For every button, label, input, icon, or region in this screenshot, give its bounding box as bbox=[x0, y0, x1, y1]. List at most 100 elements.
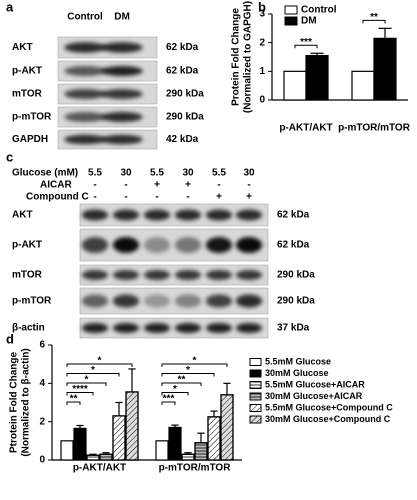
legend-swatch bbox=[249, 358, 262, 366]
hatch bbox=[194, 442, 208, 461]
blot-band bbox=[112, 237, 140, 253]
legend-label: 30mM Glucose bbox=[265, 368, 329, 378]
row-label: p-AKT bbox=[12, 66, 42, 77]
legend-label: 5.5mM Glucose+Compound C bbox=[265, 402, 393, 412]
hatch bbox=[181, 453, 195, 461]
blot-band bbox=[81, 294, 109, 308]
condition-value: 5.5 bbox=[88, 168, 102, 179]
legend-swatch bbox=[284, 16, 298, 26]
condition-value: - bbox=[217, 180, 220, 191]
condition-value: 30 bbox=[243, 168, 255, 179]
row-label: AKT bbox=[12, 210, 33, 221]
blot-band bbox=[101, 134, 143, 145]
blot-band bbox=[174, 270, 202, 280]
blot-band bbox=[174, 209, 202, 221]
bar bbox=[283, 70, 307, 101]
size-label: 290 kDa bbox=[277, 296, 315, 307]
blot-band bbox=[81, 323, 109, 333]
significance-label: ** bbox=[70, 394, 78, 405]
legend-label: 5.5mM Glucose bbox=[265, 356, 331, 366]
hatch bbox=[125, 391, 139, 461]
significance-bracket bbox=[362, 19, 386, 24]
blot-band bbox=[81, 209, 109, 221]
y-tick-label: 2 bbox=[39, 416, 45, 427]
hatch bbox=[99, 453, 113, 461]
blot-band bbox=[235, 209, 263, 221]
condition-label: Compound C bbox=[26, 192, 89, 203]
blot-band bbox=[143, 209, 171, 221]
blot-band bbox=[101, 89, 143, 99]
hatch bbox=[112, 415, 126, 461]
condition-label: Glucose (mM) bbox=[12, 168, 78, 179]
legend-label: Control bbox=[301, 5, 337, 16]
condition-value: + bbox=[154, 180, 160, 191]
significance-bracket bbox=[66, 401, 81, 405]
blot-band bbox=[143, 237, 171, 253]
significance-label: *** bbox=[163, 394, 175, 405]
blot-band bbox=[81, 237, 109, 253]
blot-band bbox=[112, 270, 140, 280]
x-tick-label: p-AKT/AKT bbox=[279, 123, 332, 134]
bar bbox=[168, 426, 182, 461]
significance-bracket bbox=[161, 382, 202, 386]
blot-band bbox=[64, 42, 106, 53]
x-tick-label: p-mTOR/mTOR bbox=[338, 123, 411, 134]
condition-value: - bbox=[155, 192, 158, 203]
condition-value: - bbox=[247, 180, 250, 191]
y-tick-label: 1 bbox=[259, 66, 265, 77]
blot-band bbox=[205, 237, 233, 253]
condition-value: + bbox=[246, 192, 252, 203]
y-axis-label: Ptrotein Fold Change bbox=[9, 352, 20, 454]
condition-value: - bbox=[186, 192, 189, 203]
blot-band bbox=[235, 323, 263, 333]
legend-swatch bbox=[249, 369, 262, 378]
significance-label: * bbox=[98, 356, 102, 367]
significance-bracket bbox=[294, 44, 318, 49]
hatch bbox=[207, 416, 221, 461]
condition-value: - bbox=[93, 192, 96, 203]
bar bbox=[73, 427, 87, 461]
significance-bracket bbox=[66, 382, 107, 386]
blot-band bbox=[235, 294, 263, 308]
condition-value: 30 bbox=[182, 168, 194, 179]
size-label: 290 kDa bbox=[277, 270, 315, 281]
panel-label: d bbox=[6, 331, 14, 346]
bar bbox=[305, 54, 329, 101]
legend-label: 30mM Glucose+AICAR bbox=[265, 391, 363, 401]
blot-band bbox=[112, 209, 140, 221]
condition-value: 5.5 bbox=[212, 168, 226, 179]
y-tick-label: 3 bbox=[259, 9, 265, 20]
blot-strip bbox=[79, 203, 269, 227]
y-tick-label: 2 bbox=[259, 37, 265, 48]
size-label: 62 kDa bbox=[166, 66, 199, 77]
blot-band bbox=[101, 112, 143, 122]
significance-bracket bbox=[161, 363, 228, 367]
hatch bbox=[86, 454, 100, 461]
row-label: p-mTOR bbox=[12, 112, 52, 123]
blot-band bbox=[112, 323, 140, 333]
blot-band bbox=[143, 270, 171, 280]
legend-hatch bbox=[249, 381, 262, 389]
significance-label: * bbox=[85, 375, 89, 386]
significance-label: ** bbox=[370, 12, 378, 23]
blot-band bbox=[205, 270, 233, 280]
y-tick-label: 0 bbox=[39, 455, 45, 466]
condition-value: - bbox=[93, 180, 96, 191]
blot-band bbox=[64, 89, 106, 99]
blot-band bbox=[64, 112, 106, 122]
significance-label: *** bbox=[300, 37, 312, 48]
legend-label: 30mM Glucose+Compound C bbox=[265, 414, 391, 424]
row-label: AKT bbox=[12, 42, 33, 53]
bar bbox=[373, 37, 397, 101]
row-label: mTOR bbox=[12, 270, 43, 281]
significance-bracket bbox=[161, 392, 189, 396]
blot-band bbox=[205, 209, 233, 221]
bar bbox=[351, 70, 375, 101]
x-tick-label: p-AKT/AKT bbox=[73, 463, 126, 474]
size-label: 290 kDa bbox=[166, 89, 204, 100]
blot-band bbox=[174, 294, 202, 308]
y-axis-label: (Normalized to β-actin) bbox=[21, 348, 32, 456]
legend-hatch bbox=[249, 392, 262, 401]
blot-band bbox=[205, 294, 233, 308]
